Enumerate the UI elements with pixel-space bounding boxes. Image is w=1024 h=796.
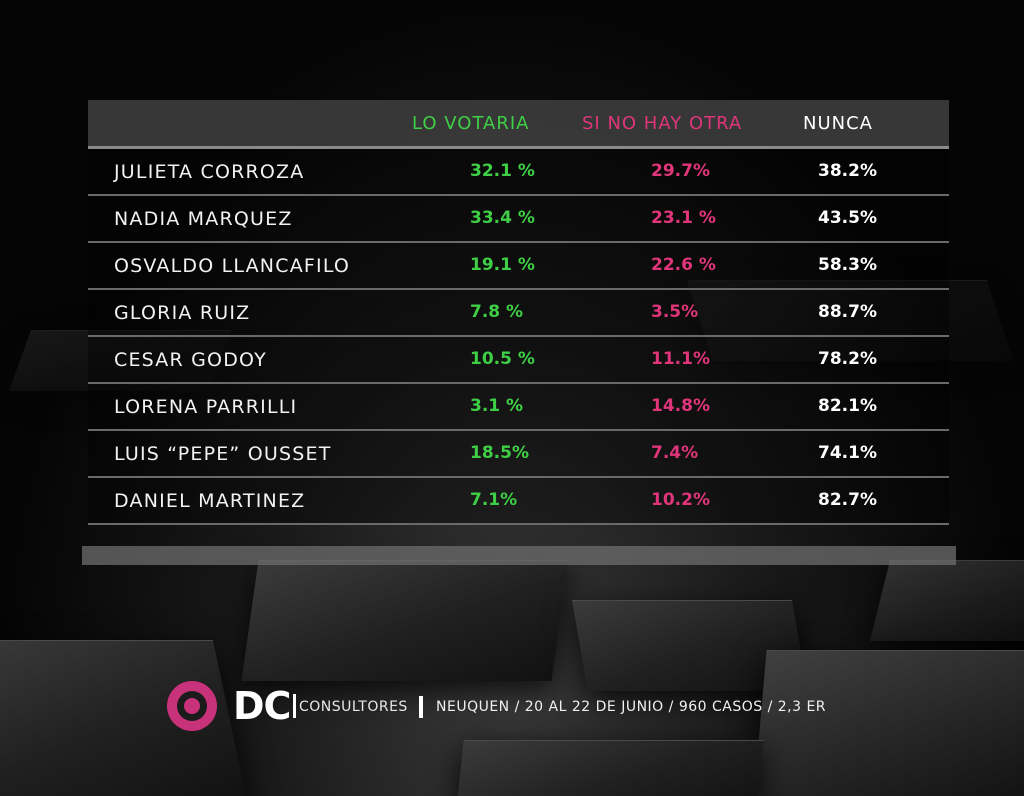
value-si-no-hay-otra: 22.6 % [651, 255, 716, 275]
table-body: JULIETA CORROZA 32.1 % 29.7% 38.2% NADIA MAR… [88, 149, 949, 525]
table-row: GLORIA RUIZ 7.8 % 3.5% 88.7% [88, 290, 949, 337]
background-cube [753, 650, 1024, 796]
value-si-no-hay-otra: 7.4% [651, 443, 699, 463]
value-nunca: 88.7% [818, 302, 877, 322]
caption-divider [419, 696, 423, 718]
brand-logo-subtitle: CONSULTORES [299, 699, 408, 715]
value-lo-votaria: 7.1% [470, 490, 518, 510]
value-nunca: 82.1% [818, 396, 877, 416]
table-row: CESAR GODOY 10.5 % 11.1% 78.2% [88, 337, 949, 384]
value-nunca: 78.2% [818, 349, 877, 369]
candidate-name: DANIEL MARTINEZ [114, 490, 306, 512]
table-row: LUIS “PEPE” OUSSET 18.5% 7.4% 74.1% [88, 431, 949, 478]
candidate-name: NADIA MARQUEZ [114, 208, 293, 230]
column-header-si-no-hay-otra: SI NO HAY OTRA [582, 113, 743, 134]
table-row: NADIA MARQUEZ 33.4 % 23.1 % 43.5% [88, 196, 949, 243]
value-nunca: 58.3% [818, 255, 877, 275]
column-header-lo-votaria: LO VOTARIA [412, 113, 530, 134]
value-nunca: 38.2% [818, 161, 877, 181]
candidate-name: CESAR GODOY [114, 349, 267, 371]
value-nunca: 82.7% [818, 490, 877, 510]
brand-logo-icon [167, 681, 217, 731]
candidate-name: JULIETA CORROZA [114, 161, 305, 183]
candidate-name: OSVALDO LLANCAFILO [114, 255, 351, 277]
background-cube [869, 560, 1024, 641]
survey-caption: NEUQUEN / 20 AL 22 DE JUNIO / 960 CASOS … [436, 699, 827, 715]
value-si-no-hay-otra: 23.1 % [651, 208, 716, 228]
poll-table: LO VOTARIA SI NO HAY OTRA NUNCA JULIETA … [88, 100, 949, 525]
value-lo-votaria: 33.4 % [470, 208, 535, 228]
value-nunca: 74.1% [818, 443, 877, 463]
table-row: OSVALDO LLANCAFILO 19.1 % 22.6 % 58.3% [88, 243, 949, 290]
candidate-name: LUIS “PEPE” OUSSET [114, 443, 332, 465]
candidate-name: LORENA PARRILLI [114, 396, 298, 418]
value-lo-votaria: 18.5% [470, 443, 529, 463]
table-header: LO VOTARIA SI NO HAY OTRA NUNCA [88, 100, 949, 149]
background-cube [241, 560, 569, 681]
table-row: LORENA PARRILLI 3.1 % 14.8% 82.1% [88, 384, 949, 431]
table-row: DANIEL MARTINEZ 7.1% 10.2% 82.7% [88, 478, 949, 525]
value-si-no-hay-otra: 10.2% [651, 490, 710, 510]
value-lo-votaria: 7.8 % [470, 302, 524, 322]
brand-logo-divider [293, 694, 296, 718]
value-si-no-hay-otra: 29.7% [651, 161, 710, 181]
value-si-no-hay-otra: 3.5% [651, 302, 699, 322]
column-header-nunca: NUNCA [803, 113, 873, 134]
table-footer-bar [82, 546, 956, 565]
brand-logo-text: DC [233, 684, 291, 728]
value-lo-votaria: 3.1 % [470, 396, 524, 416]
value-nunca: 43.5% [818, 208, 877, 228]
value-lo-votaria: 19.1 % [470, 255, 535, 275]
value-si-no-hay-otra: 14.8% [651, 396, 710, 416]
table-row: JULIETA CORROZA 32.1 % 29.7% 38.2% [88, 149, 949, 196]
background-cube [456, 740, 764, 796]
value-lo-votaria: 10.5 % [470, 349, 535, 369]
value-lo-votaria: 32.1 % [470, 161, 535, 181]
value-si-no-hay-otra: 11.1% [651, 349, 710, 369]
candidate-name: GLORIA RUIZ [114, 302, 251, 324]
